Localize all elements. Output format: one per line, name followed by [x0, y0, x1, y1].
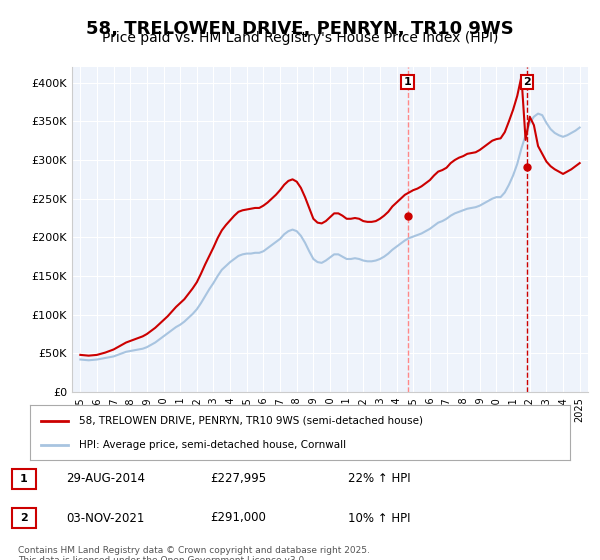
Text: Price paid vs. HM Land Registry's House Price Index (HPI): Price paid vs. HM Land Registry's House … — [102, 31, 498, 45]
Text: 29-AUG-2014: 29-AUG-2014 — [66, 472, 145, 486]
Text: 1: 1 — [404, 77, 412, 87]
Text: 58, TRELOWEN DRIVE, PENRYN, TR10 9WS: 58, TRELOWEN DRIVE, PENRYN, TR10 9WS — [86, 20, 514, 38]
Text: £227,995: £227,995 — [210, 472, 266, 486]
Text: Contains HM Land Registry data © Crown copyright and database right 2025.
This d: Contains HM Land Registry data © Crown c… — [18, 546, 370, 560]
Text: 58, TRELOWEN DRIVE, PENRYN, TR10 9WS (semi-detached house): 58, TRELOWEN DRIVE, PENRYN, TR10 9WS (se… — [79, 416, 422, 426]
Text: 22% ↑ HPI: 22% ↑ HPI — [348, 472, 410, 486]
Text: 2: 2 — [20, 513, 28, 523]
Text: £291,000: £291,000 — [210, 511, 266, 525]
Text: 10% ↑ HPI: 10% ↑ HPI — [348, 511, 410, 525]
Text: HPI: Average price, semi-detached house, Cornwall: HPI: Average price, semi-detached house,… — [79, 440, 346, 450]
Text: 03-NOV-2021: 03-NOV-2021 — [66, 511, 145, 525]
Text: 1: 1 — [20, 474, 28, 484]
Text: 2: 2 — [523, 77, 531, 87]
